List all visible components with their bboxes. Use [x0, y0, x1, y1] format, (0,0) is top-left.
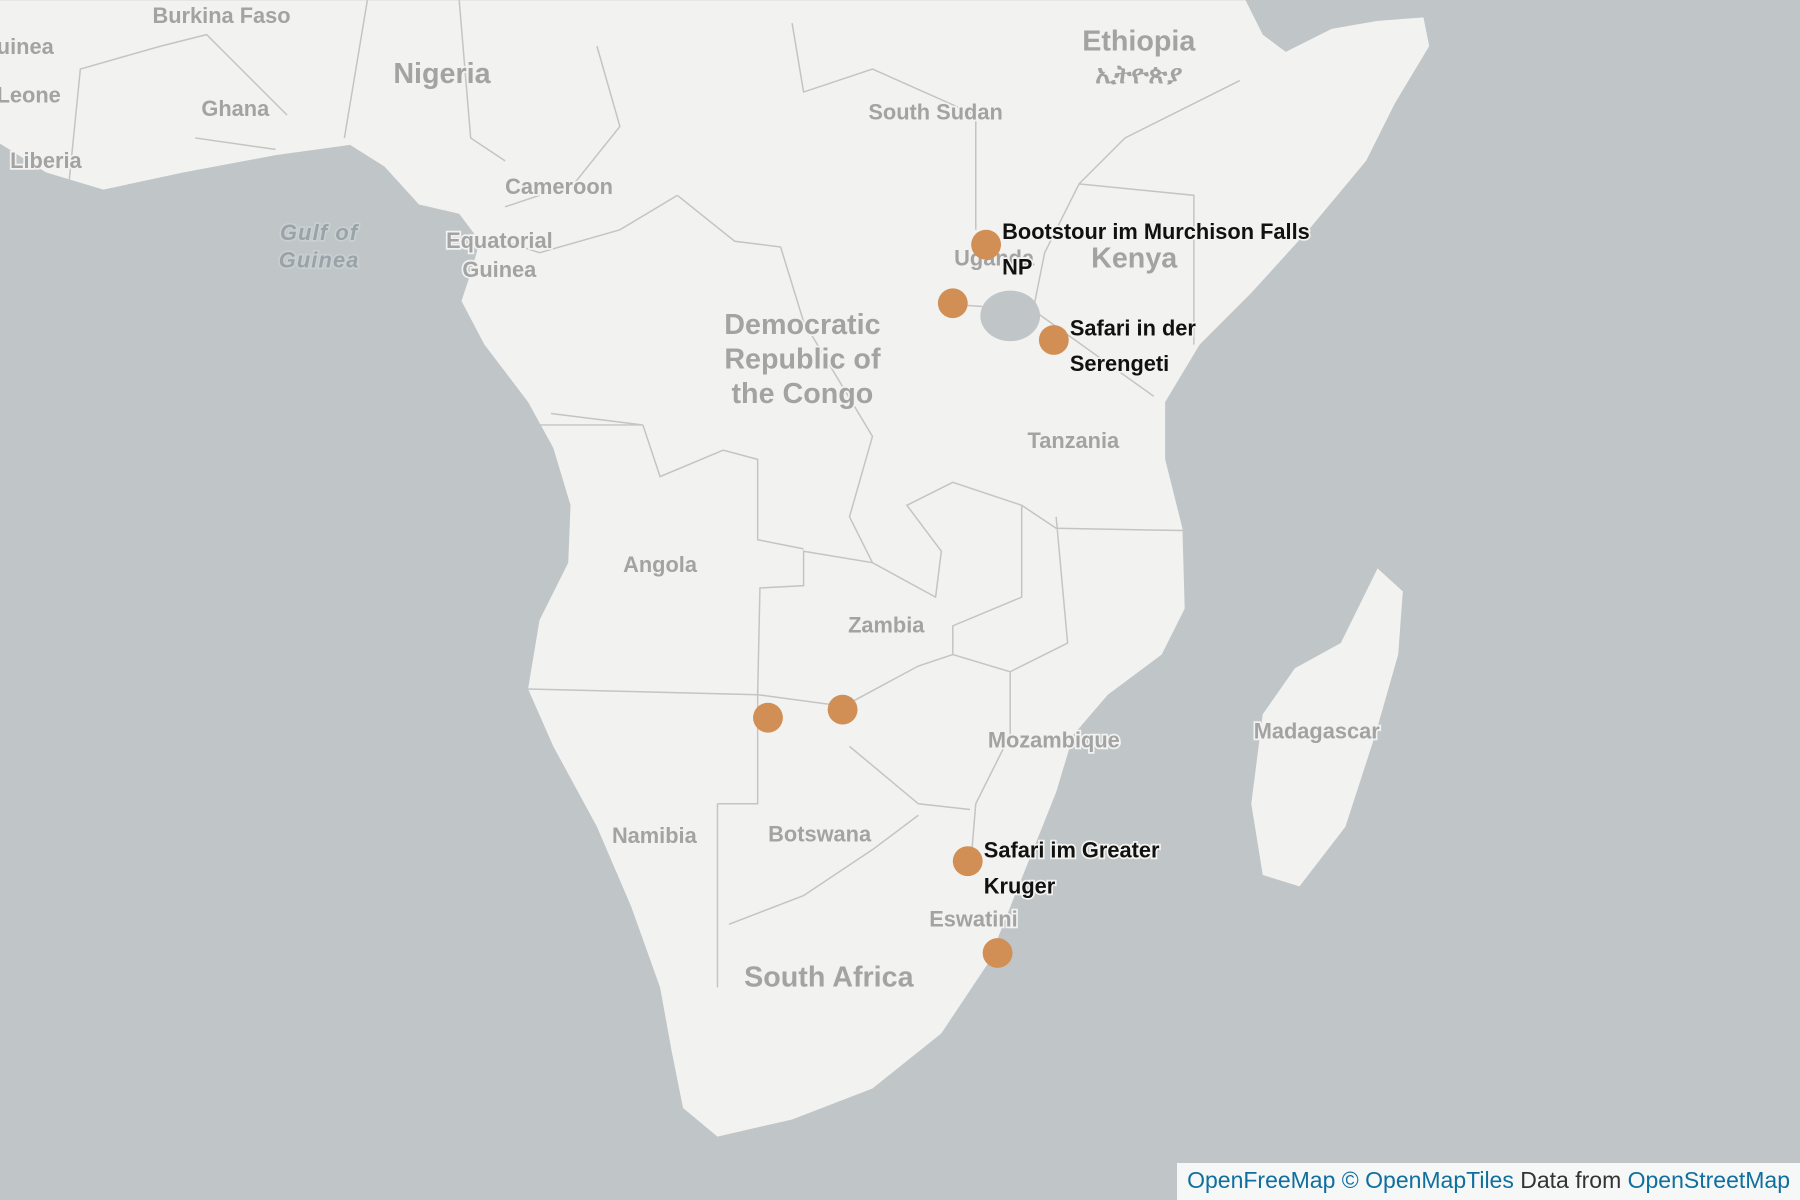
place-label: Burkina Faso [153, 3, 291, 28]
water-label: Gulf of [280, 220, 360, 245]
marker-label: Kruger [984, 873, 1056, 898]
border [756, 481, 1023, 695]
place-label: Leone [0, 82, 61, 107]
place-label: Tanzania [1028, 428, 1121, 453]
border [791, 23, 1241, 397]
marker[interactable] [827, 694, 858, 725]
border [539, 412, 804, 550]
marker[interactable] [971, 229, 1002, 260]
place-label: Guinea [462, 257, 537, 282]
attribution-text: Data from [1520, 1167, 1622, 1193]
madagascar [1251, 568, 1403, 887]
place-label: Mozambique [988, 728, 1120, 753]
place-label: South Sudan [868, 100, 1002, 125]
attribution-link[interactable]: OpenFreeMap [1187, 1167, 1336, 1193]
place-label: Cameroon [505, 174, 613, 199]
place-label: Angola [623, 552, 698, 577]
place-labels: Burkina Faso uinea Leone Nigeria Ghana L… [0, 1, 1382, 995]
place-label: Madagascar [1254, 718, 1381, 743]
border [1009, 504, 1183, 673]
marker-label: NP [1002, 255, 1032, 280]
marker[interactable] [753, 702, 783, 733]
place-label: Namibia [612, 823, 698, 848]
place-label: Equatorial [446, 228, 553, 253]
border [716, 688, 971, 988]
place-label: Eswatini [929, 907, 1017, 932]
place-label: Republic of [724, 344, 881, 376]
marker-label: Serengeti [1070, 351, 1169, 376]
place-label: uinea [0, 34, 55, 59]
place-label: Zambia [848, 613, 925, 638]
place-label: Ethiopia [1082, 26, 1196, 58]
place-label: South Africa [744, 961, 915, 993]
place-label: ኢትዮጵያ [1095, 61, 1182, 89]
marker-label: Safari in der [1070, 315, 1196, 340]
land [0, 0, 1430, 1137]
marker-label: Safari im Greater [984, 838, 1160, 863]
place-label: Democratic [724, 309, 880, 341]
water-label: Guinea [279, 248, 360, 273]
lake-victoria [980, 290, 1041, 342]
marker-label: Bootstour im Murchison Falls [1002, 219, 1310, 244]
place-label: Kenya [1091, 243, 1178, 275]
place-label: Ghana [201, 96, 270, 121]
marker[interactable] [937, 288, 968, 319]
border [504, 45, 874, 564]
marker[interactable] [952, 846, 983, 877]
place-label: Botswana [768, 822, 872, 847]
attribution-link[interactable]: © OpenMapTiles [1341, 1167, 1514, 1193]
place-label: the Congo [732, 378, 874, 410]
border [68, 0, 506, 184]
place-label: Nigeria [393, 58, 491, 90]
attribution: OpenFreeMap © OpenMapTiles Data from Ope… [1177, 1163, 1800, 1200]
markers: Bootstour im Murchison Falls NP Safari i… [753, 217, 1311, 968]
marker[interactable] [1038, 325, 1069, 355]
attribution-link[interactable]: OpenStreetMap [1627, 1167, 1790, 1193]
marker[interactable] [982, 938, 1013, 968]
place-label: Liberia [10, 148, 82, 173]
